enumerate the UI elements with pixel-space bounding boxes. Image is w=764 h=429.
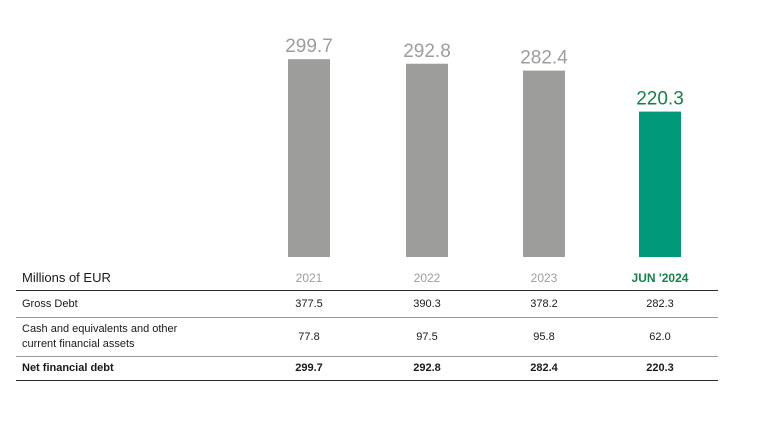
- net-debt-2023: 282.4: [530, 362, 558, 374]
- row-label-gross-debt: Gross Debt: [22, 298, 78, 310]
- row-rule-1: [16, 317, 718, 318]
- cash-jun-2024: 62.0: [649, 331, 671, 343]
- gross-debt-2021: 377.5: [295, 298, 323, 310]
- year-header-jun-2024: JUN '2024: [631, 271, 689, 285]
- cash-2023: 95.8: [533, 331, 555, 343]
- bar-value-label-2022: 292.8: [403, 41, 451, 62]
- year-header-2021: 2021: [295, 271, 323, 285]
- net-debt-2022: 292.8: [413, 362, 441, 374]
- gross-debt-2023: 378.2: [530, 298, 558, 310]
- bar-2021: [288, 59, 330, 258]
- gross-debt-jun-2024: 282.3: [646, 298, 674, 310]
- bar-value-label-jun-2024: 220.3: [636, 89, 684, 110]
- bar-jun-2024: [639, 111, 681, 258]
- net-debt-2021: 299.7: [295, 362, 323, 374]
- cash-2022: 97.5: [416, 331, 438, 343]
- row-label-cash-line1: Cash and equivalents and other: [22, 323, 178, 335]
- row-rule-2: [16, 356, 718, 357]
- header-rule: [16, 290, 718, 291]
- bar-2023: [523, 70, 565, 257]
- bar-value-label-2023: 282.4: [520, 48, 568, 69]
- table-header-label: Millions of EUR: [22, 270, 111, 285]
- year-header-2022: 2022: [413, 271, 441, 285]
- row-label-cash-line2: current financial assets: [22, 338, 135, 350]
- bar-2022: [406, 63, 448, 257]
- bottom-rule: [16, 380, 718, 381]
- year-header-2023: 2023: [530, 271, 558, 285]
- row-label-net-financial-debt: Net financial debt: [22, 362, 114, 374]
- bar-value-label-2021: 299.7: [285, 36, 333, 57]
- gross-debt-2022: 390.3: [413, 298, 441, 310]
- net-debt-jun-2024: 220.3: [646, 362, 674, 374]
- cash-2021: 77.8: [298, 331, 320, 343]
